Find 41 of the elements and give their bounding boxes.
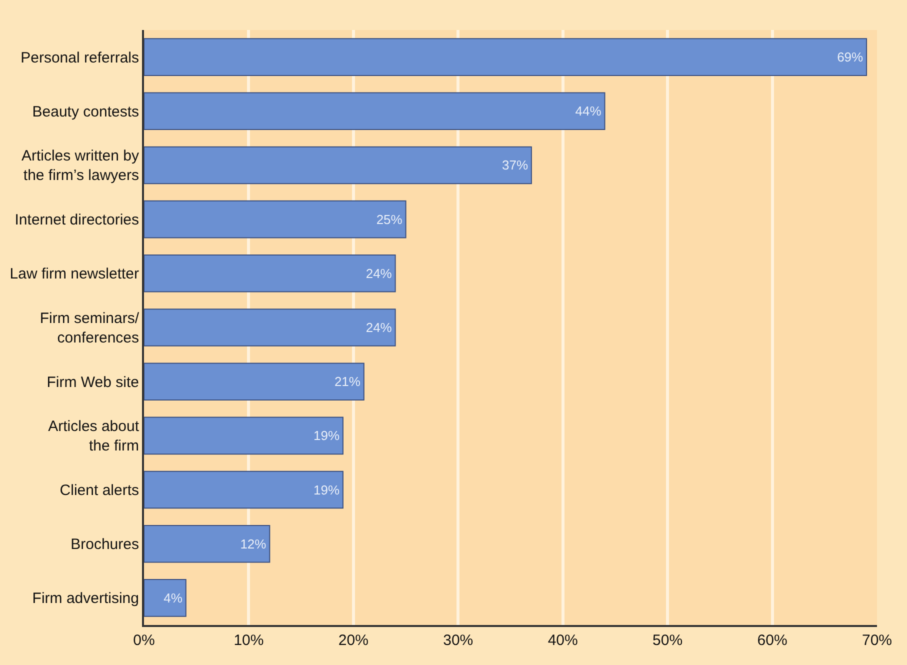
y-tick-label: Firm advertising — [32, 590, 139, 608]
bar — [144, 308, 396, 346]
y-tick-label: Client alerts — [60, 482, 139, 500]
x-tick-label: 0% — [133, 632, 155, 649]
bar — [144, 579, 186, 617]
x-tick-label: 30% — [443, 632, 474, 649]
data-label: 12% — [240, 536, 267, 552]
y-tick-label: Articles written by the firm’s lawyers — [21, 148, 140, 184]
x-tick-label: 70% — [862, 632, 892, 649]
data-label: 19% — [314, 428, 340, 444]
bar — [144, 254, 396, 292]
data-label: 24% — [366, 320, 392, 335]
y-tick-label: Firm Web site — [46, 374, 139, 391]
bar — [144, 92, 606, 130]
y-tick-label: Personal referrals — [20, 49, 139, 66]
x-tick-label: 60% — [757, 632, 788, 649]
data-label: 44% — [575, 104, 602, 119]
data-label: 37% — [502, 158, 528, 173]
bar — [144, 200, 406, 238]
y-tick-label: Law firm newsletter — [10, 266, 139, 283]
bar — [144, 470, 344, 509]
data-label: 19% — [314, 482, 340, 498]
y-tick-label: Internet directories — [14, 212, 139, 229]
y-tick-label: Articles about the firm — [48, 418, 140, 455]
y-tick-label: Firm seminars/ conferences — [40, 310, 140, 346]
x-tick-label: 50% — [652, 632, 683, 649]
data-label: 21% — [334, 374, 361, 390]
data-label: 25% — [376, 212, 403, 227]
y-tick-label: Beauty contests — [32, 103, 139, 120]
data-label: 69% — [837, 50, 864, 65]
bar — [144, 416, 344, 455]
y-tick-label: Brochures — [70, 536, 139, 554]
bar — [144, 524, 270, 563]
x-tick-label: 40% — [548, 632, 578, 649]
bar — [144, 146, 532, 184]
data-label: 24% — [366, 266, 392, 281]
bar — [144, 362, 364, 400]
x-tick-label: 10% — [234, 632, 264, 649]
bar — [144, 38, 868, 76]
data-label: 4% — [164, 590, 183, 606]
x-tick-label: 20% — [338, 632, 368, 649]
